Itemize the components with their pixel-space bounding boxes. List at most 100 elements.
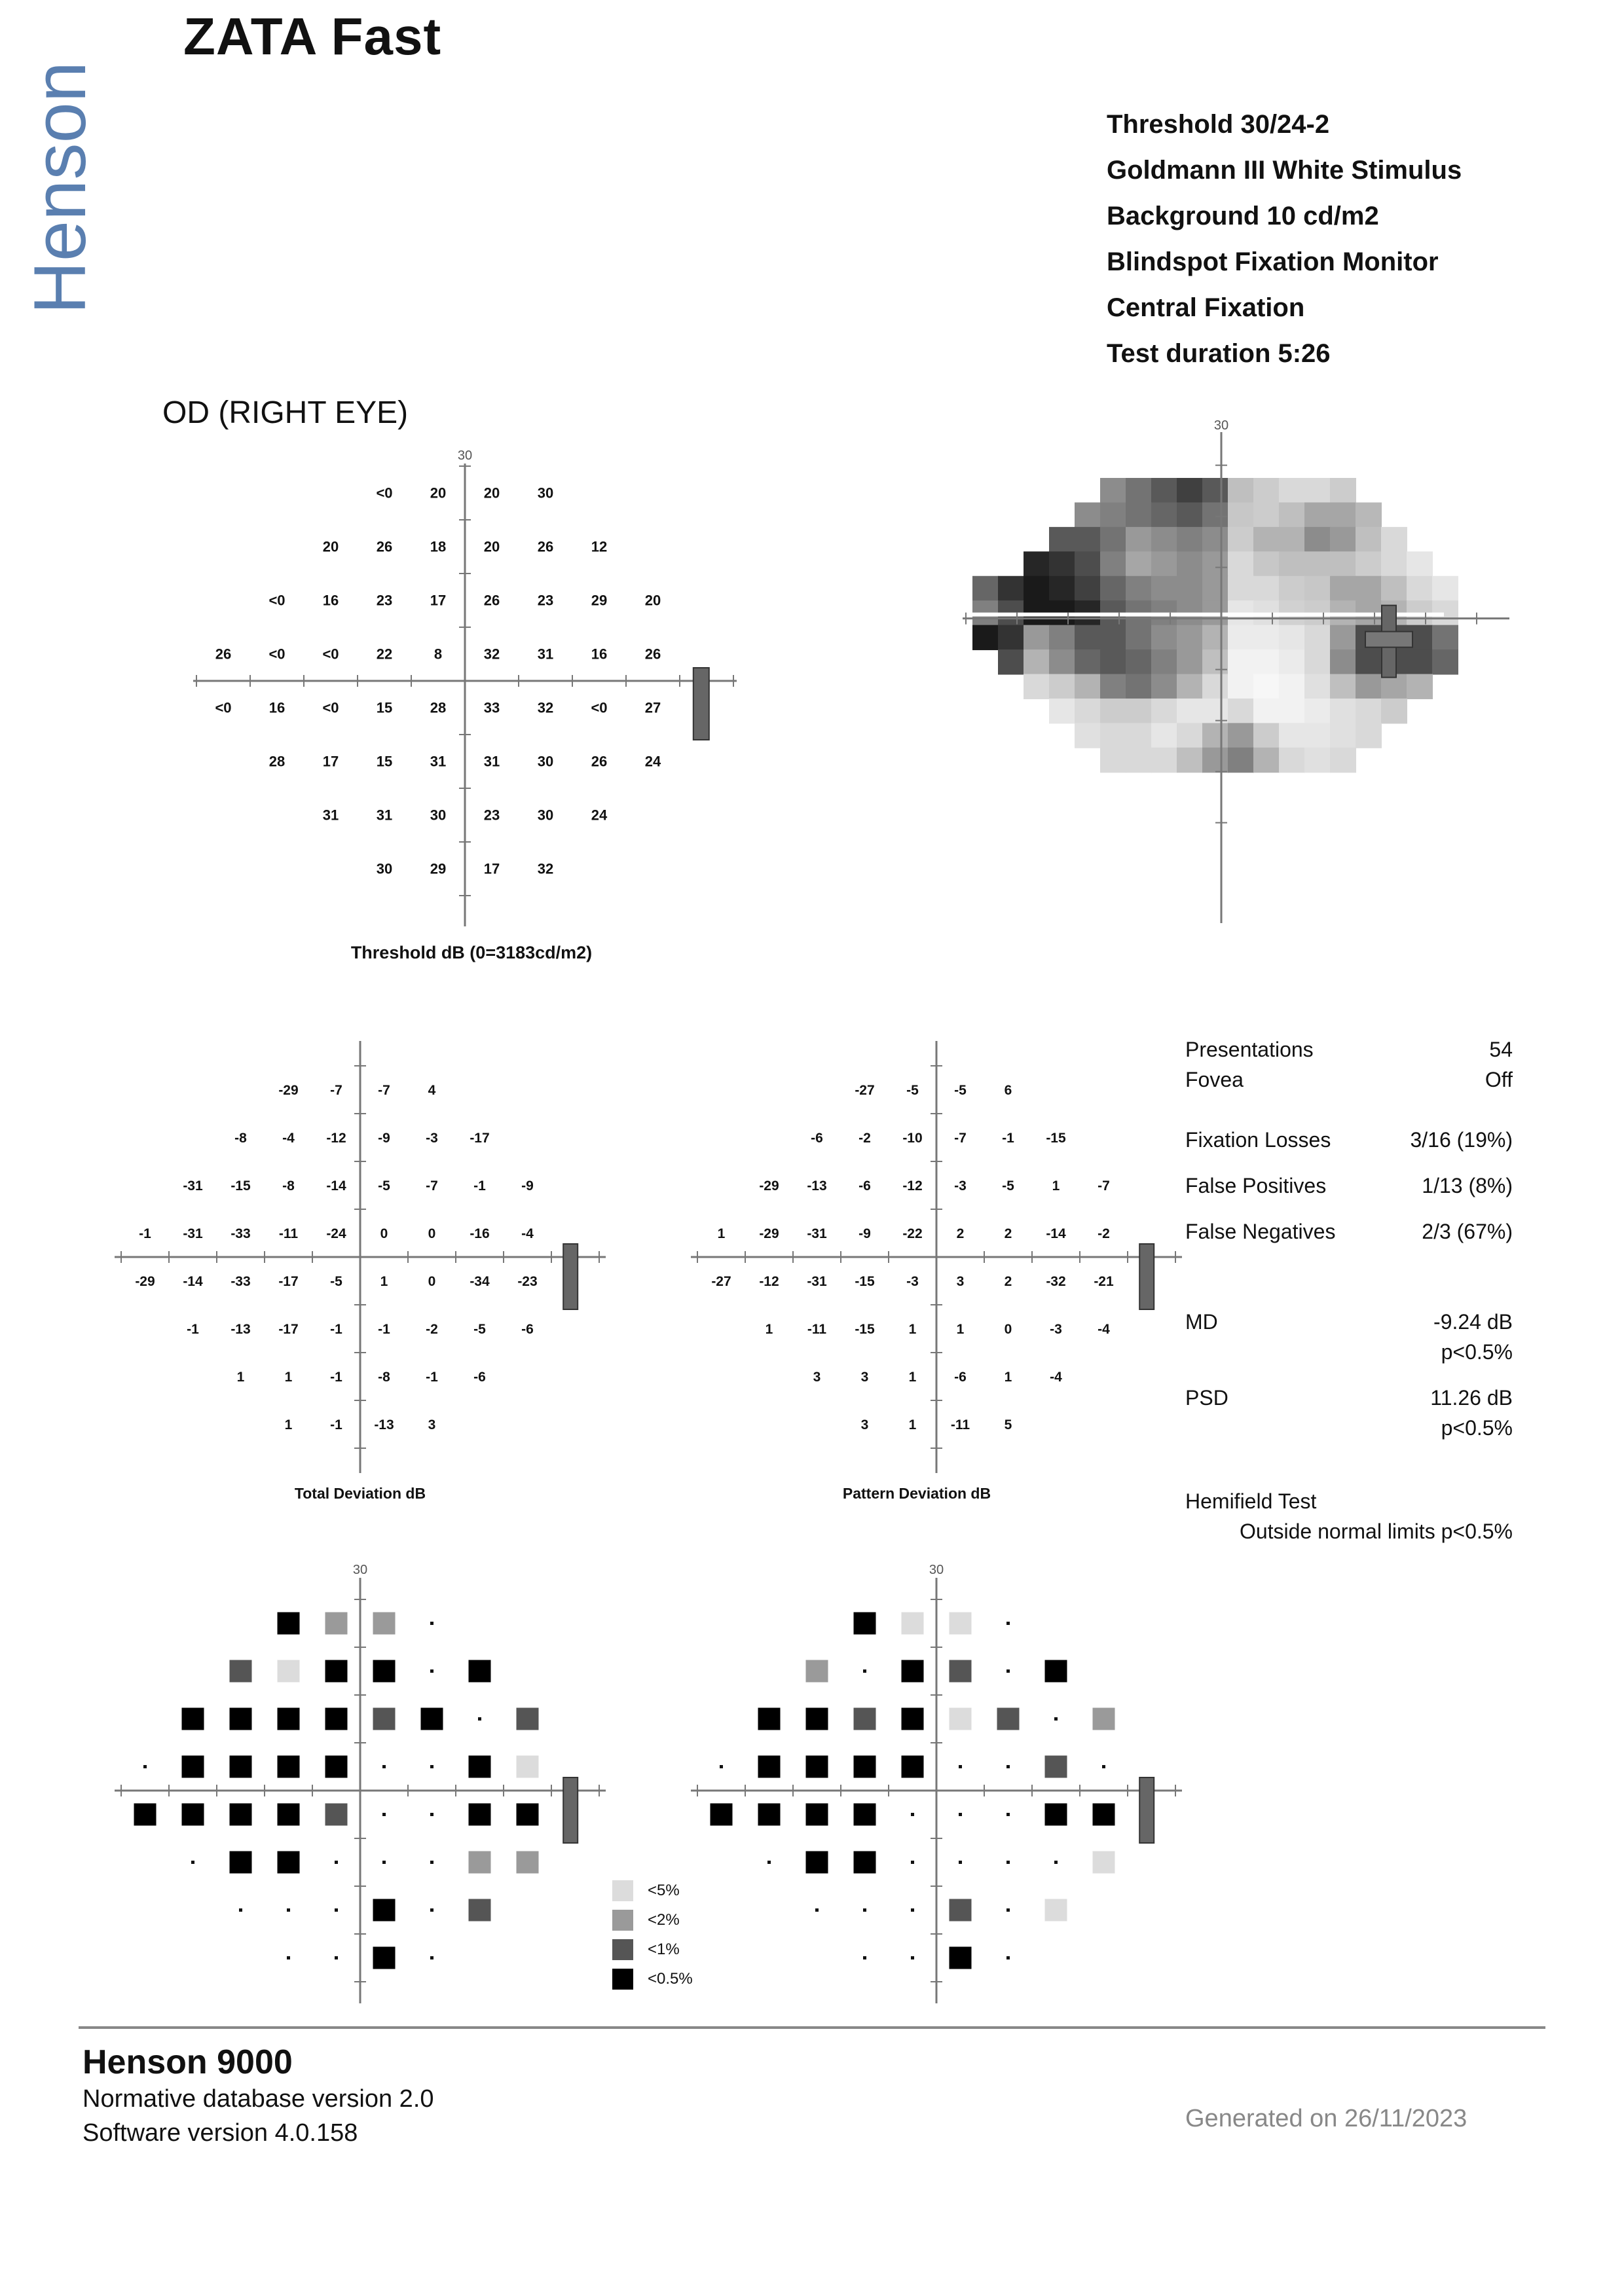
total-deviation-plot: -29 -7 -7 4 -8 -4 -12 -9 -3 -17 -31 -15 -8 -14 -5 -7 -1 -… [115, 1041, 606, 1473]
greyscale-cell [1202, 575, 1228, 602]
greyscale-cell [1279, 478, 1305, 503]
greyscale-cell [1228, 478, 1254, 503]
greyscale-cell [1202, 526, 1228, 553]
greyscale-cell [1202, 649, 1228, 675]
greyscale-cell [1177, 526, 1203, 553]
total-deviation-value: -13 [231, 1322, 250, 1337]
total-probability-square [277, 1851, 300, 1874]
pattern-deviation-value: -31 [807, 1226, 827, 1241]
greyscale-cell [1304, 551, 1331, 577]
greyscale-cell [1100, 502, 1126, 528]
pattern-probability-square [1044, 1899, 1067, 1922]
total-probability-square [277, 1660, 300, 1683]
total-deviation-value: -7 [378, 1083, 390, 1098]
greyscale-cell [1151, 575, 1177, 602]
pattern-probability-dot [863, 1908, 866, 1912]
pattern-deviation-value: -6 [811, 1131, 823, 1146]
greyscale-axis-tick-label: 30 [1214, 419, 1228, 433]
pattern-deviation-value: -12 [759, 1274, 779, 1289]
pattern-probability-square [949, 1660, 972, 1683]
total-deviation-value: -29 [135, 1274, 155, 1289]
pattern-probability-square [949, 1707, 972, 1730]
total-deviation-value: -7 [330, 1083, 342, 1098]
greyscale-cell [1151, 551, 1177, 577]
greyscale-cell [1151, 698, 1177, 724]
pattern-probability-dot [1006, 1908, 1010, 1912]
greyscale-cell [1075, 502, 1101, 528]
greyscale-cell [1228, 649, 1254, 675]
total-deviation-value: -9 [378, 1131, 390, 1146]
pattern-probability-dot [911, 1908, 914, 1912]
pattern-deviation-value: -4 [1098, 1322, 1110, 1337]
total-probability-square [516, 1803, 539, 1826]
pattern-deviation-value: -27 [711, 1274, 731, 1289]
greyscale-cell [1432, 575, 1458, 602]
greyscale-cell [1126, 698, 1152, 724]
greyscale-cell [1126, 723, 1152, 748]
pattern-probability-dot [1006, 1813, 1010, 1816]
greyscale-cell [1228, 526, 1254, 553]
greyscale-cell [1228, 674, 1254, 699]
total-deviation-value: -3 [426, 1131, 438, 1146]
greyscale-cell [1356, 649, 1382, 675]
total-deviation-value: 1 [237, 1370, 245, 1385]
pattern-deviation-value: 5 [1005, 1417, 1012, 1432]
greyscale-cell [1228, 625, 1254, 651]
generated-date: Generated on 26/11/2023 [1185, 2105, 1467, 2132]
pattern-deviation-value: 3 [813, 1370, 821, 1385]
greyscale-cell [1126, 747, 1152, 773]
test-parameters: Threshold 30/24-2 Goldmann III White Sti… [1107, 101, 1462, 376]
total-deviation-value: -1 [473, 1178, 486, 1194]
total-probability-dot [430, 1622, 434, 1625]
hemifield-label: Hemifield Test [1185, 1489, 1317, 1513]
total-probability-square [181, 1755, 204, 1778]
greyscale-cell [1202, 625, 1228, 651]
legend-label: <0.5% [648, 1969, 693, 1988]
greyscale-cell [1177, 551, 1203, 577]
pattern-probability-square [997, 1707, 1020, 1730]
total-deviation-value: -8 [234, 1131, 247, 1146]
threshold-value: <0 [268, 592, 285, 609]
total-probability-dot [335, 1908, 338, 1912]
total-deviation-value: -1 [330, 1370, 342, 1385]
pattern-deviation-value: -2 [858, 1131, 871, 1146]
greyscale-cell [1100, 575, 1126, 602]
greyscale-cell [1279, 625, 1305, 651]
legend-swatch [612, 1939, 633, 1960]
greyscale-cell [972, 625, 999, 651]
pattern-deviation-value: -12 [902, 1178, 922, 1194]
pattern-probability-dot [911, 1861, 914, 1864]
greyscale-cell [1126, 478, 1152, 503]
pattern-probability-square [805, 1851, 828, 1874]
threshold-value: 17 [484, 861, 500, 877]
total-deviation-value: -5 [473, 1322, 486, 1337]
pattern-deviation-value: -9 [858, 1226, 871, 1241]
greyscale-cell [1049, 698, 1075, 724]
reliability-stats: Presentations 54 Fovea Off Fixation Losses… [1185, 1034, 1513, 1546]
pattern-probability-dot [1006, 1861, 1010, 1864]
total-deviation-value: -1 [330, 1322, 342, 1337]
pattern-deviation-value: -13 [807, 1178, 826, 1194]
greyscale-cell [1100, 649, 1126, 675]
pattern-deviation-value: -3 [1050, 1322, 1062, 1337]
threshold-value: 31 [538, 646, 553, 663]
threshold-value: 28 [430, 700, 446, 716]
greyscale-cell [1100, 478, 1126, 503]
pattern-probability-square [901, 1707, 924, 1730]
pattern-probability-square [758, 1803, 781, 1826]
param-fixation-monitor: Blindspot Fixation Monitor [1107, 247, 1439, 276]
total-probability-dot [239, 1908, 242, 1912]
legend-swatch [612, 1968, 633, 1990]
greyscale-cell [1381, 674, 1407, 699]
greyscale-cell [1407, 575, 1433, 602]
total-deviation-value: -13 [374, 1417, 394, 1432]
total-probability-square [229, 1755, 252, 1778]
threshold-value: 20 [645, 592, 661, 609]
total-probability-square [277, 1612, 300, 1635]
total-deviation-value: -11 [279, 1226, 299, 1241]
greyscale-cell [1330, 649, 1356, 675]
threshold-value: 15 [377, 700, 392, 716]
pattern-probability-square [853, 1612, 876, 1635]
pattern-deviation-value: 0 [1005, 1322, 1012, 1337]
threshold-value: 22 [377, 646, 392, 663]
